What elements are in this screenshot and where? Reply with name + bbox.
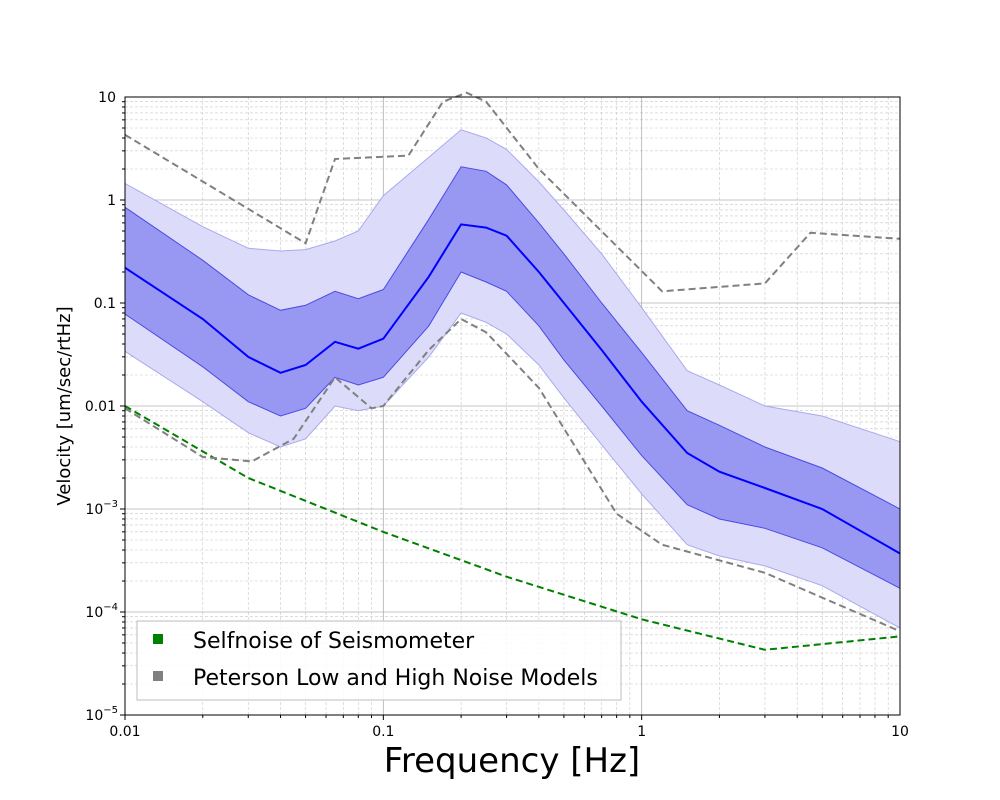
x-tick-label: 0.1 [372, 724, 394, 740]
legend-swatch-peterson [153, 671, 163, 681]
axis-ticks [120, 101, 889, 720]
y-axis-title: Velocity [um/sec/rtHz] [54, 306, 75, 505]
legend: Selfnoise of Seismometer Peterson Low an… [136, 620, 622, 701]
y-tick-label: 10 [98, 90, 116, 106]
x-tick-label: 1 [637, 724, 646, 740]
peterson-low-noise-line [124, 317, 901, 633]
x-tick-label: 10 [891, 724, 909, 740]
y-tick-label: 0.1 [94, 296, 116, 312]
x-axis-title: Frequency [Hz] [384, 741, 640, 781]
legend-box [136, 620, 622, 701]
y-tick-label: 10−5 [85, 705, 118, 724]
tick-labels: 0.01 0.1 1 10 10−5 10−4 10−3 0.01 0.1 1 10 [85, 90, 909, 740]
y-tick-label: 10−3 [85, 499, 118, 518]
selfnoise-line [124, 405, 901, 651]
legend-label-selfnoise: Selfnoise of Seismometer [193, 629, 475, 654]
y-tick-label: 1 [107, 193, 116, 209]
y-tick-label: 10−4 [85, 602, 118, 621]
legend-swatch-selfnoise [153, 634, 163, 644]
legend-label-peterson: Peterson Low and High Noise Models [193, 666, 598, 691]
y-tick-label: 0.01 [85, 399, 116, 415]
median-line [124, 223, 901, 555]
x-tick-label: 0.01 [109, 724, 140, 740]
